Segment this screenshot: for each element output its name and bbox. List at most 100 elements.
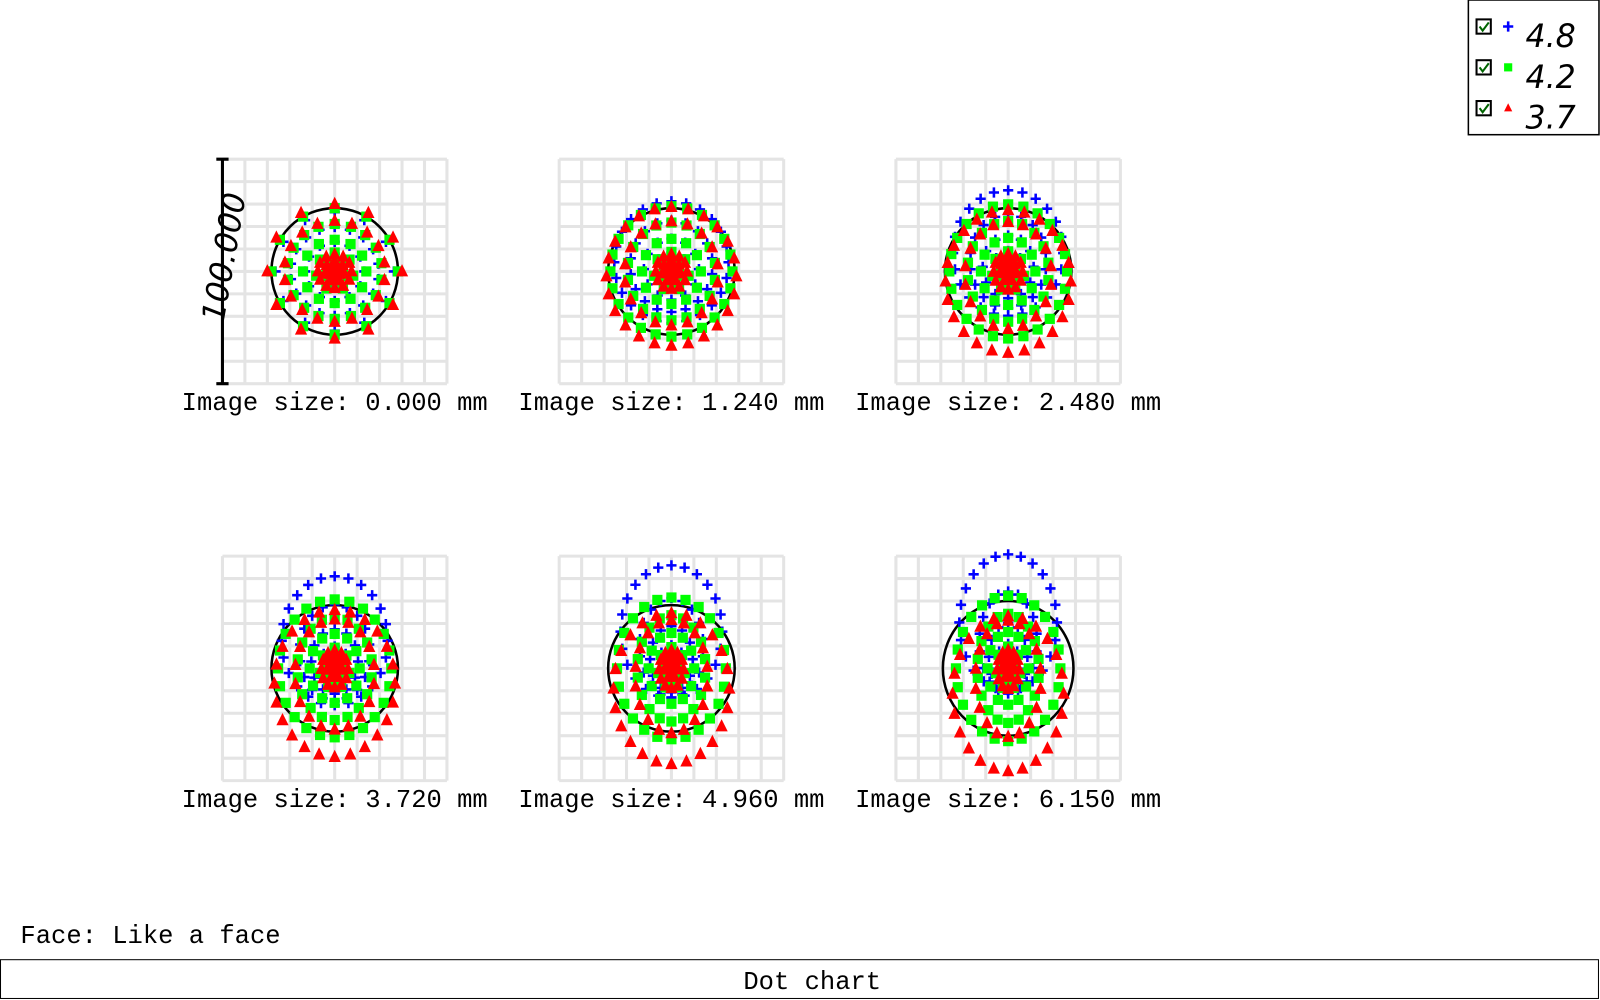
spot — [384, 297, 395, 309]
spot — [1002, 246, 1015, 259]
spot — [1022, 705, 1034, 716]
spot — [313, 255, 327, 268]
spot — [987, 264, 1000, 277]
spot — [941, 292, 954, 306]
spot — [706, 734, 719, 748]
spot — [969, 661, 982, 674]
spot — [607, 681, 620, 694]
spot — [1016, 237, 1027, 248]
spot — [992, 671, 1005, 685]
spot — [713, 627, 724, 639]
spot — [1056, 238, 1069, 251]
spot — [611, 272, 622, 284]
spot — [622, 659, 633, 670]
spot — [363, 694, 376, 708]
spot — [1014, 255, 1027, 268]
spot — [340, 670, 353, 684]
spot — [1046, 223, 1059, 237]
spot — [1032, 208, 1043, 219]
spot — [1059, 283, 1071, 294]
spot — [645, 654, 656, 665]
spot — [1030, 193, 1041, 204]
spot — [1026, 283, 1037, 294]
legend-checkbox[interactable] — [1475, 59, 1492, 76]
spot — [1062, 292, 1075, 306]
spot — [1504, 103, 1513, 112]
spot — [354, 625, 367, 638]
spot — [1002, 321, 1015, 335]
spot — [677, 662, 690, 675]
spot — [602, 251, 615, 264]
spot — [983, 621, 994, 632]
spot — [1016, 761, 1029, 774]
spot — [947, 309, 961, 323]
spot — [1020, 681, 1032, 692]
spot — [711, 318, 724, 331]
spot — [648, 202, 661, 215]
spot — [1038, 291, 1049, 302]
spot — [613, 233, 624, 244]
spot — [991, 662, 1004, 675]
spot — [367, 590, 378, 601]
spot — [343, 255, 356, 268]
spot — [990, 551, 1001, 562]
spot — [705, 240, 719, 253]
spot — [1016, 295, 1027, 306]
spot — [649, 264, 662, 277]
spot — [311, 264, 324, 277]
spot — [321, 645, 335, 659]
spot — [619, 627, 630, 639]
spot — [1013, 694, 1024, 705]
spot — [695, 636, 707, 647]
spot — [681, 238, 692, 249]
spot — [378, 697, 389, 708]
check-mark — [1478, 103, 1490, 114]
spot — [987, 217, 1000, 231]
spot — [1055, 663, 1066, 674]
spot — [969, 681, 982, 694]
spot — [681, 315, 694, 328]
spot — [721, 303, 734, 317]
spot — [1029, 227, 1043, 240]
spot — [688, 703, 699, 715]
spot-panel: Image size: 3.720 mm — [182, 554, 488, 815]
spot — [1043, 257, 1054, 268]
spot — [1023, 627, 1036, 640]
legend-checkbox[interactable] — [1475, 100, 1492, 117]
spot — [1061, 266, 1073, 277]
spot — [675, 671, 689, 684]
spot — [665, 214, 678, 227]
spot — [691, 569, 702, 580]
spot — [294, 322, 308, 335]
spot — [278, 619, 289, 630]
spot — [689, 663, 700, 674]
spot — [342, 711, 353, 723]
spot — [980, 716, 994, 729]
spot — [1029, 726, 1040, 737]
spot — [682, 329, 693, 340]
spot — [966, 714, 977, 725]
spot — [635, 226, 648, 239]
spot — [985, 205, 999, 218]
spot — [1037, 569, 1048, 580]
spot — [329, 297, 340, 309]
spot — [297, 266, 309, 277]
spot — [289, 676, 302, 690]
spot — [1033, 336, 1046, 349]
spot — [1003, 232, 1014, 243]
spot — [313, 272, 327, 285]
spot — [297, 689, 308, 700]
spot — [342, 633, 353, 644]
spot — [666, 592, 677, 603]
spot — [691, 282, 703, 293]
spot — [1030, 700, 1043, 713]
spot — [947, 238, 961, 251]
spot — [675, 652, 689, 665]
spot — [343, 272, 356, 285]
legend-checkbox[interactable] — [1475, 18, 1492, 35]
spot — [362, 689, 373, 700]
spot — [1029, 619, 1043, 632]
spot — [305, 702, 316, 714]
